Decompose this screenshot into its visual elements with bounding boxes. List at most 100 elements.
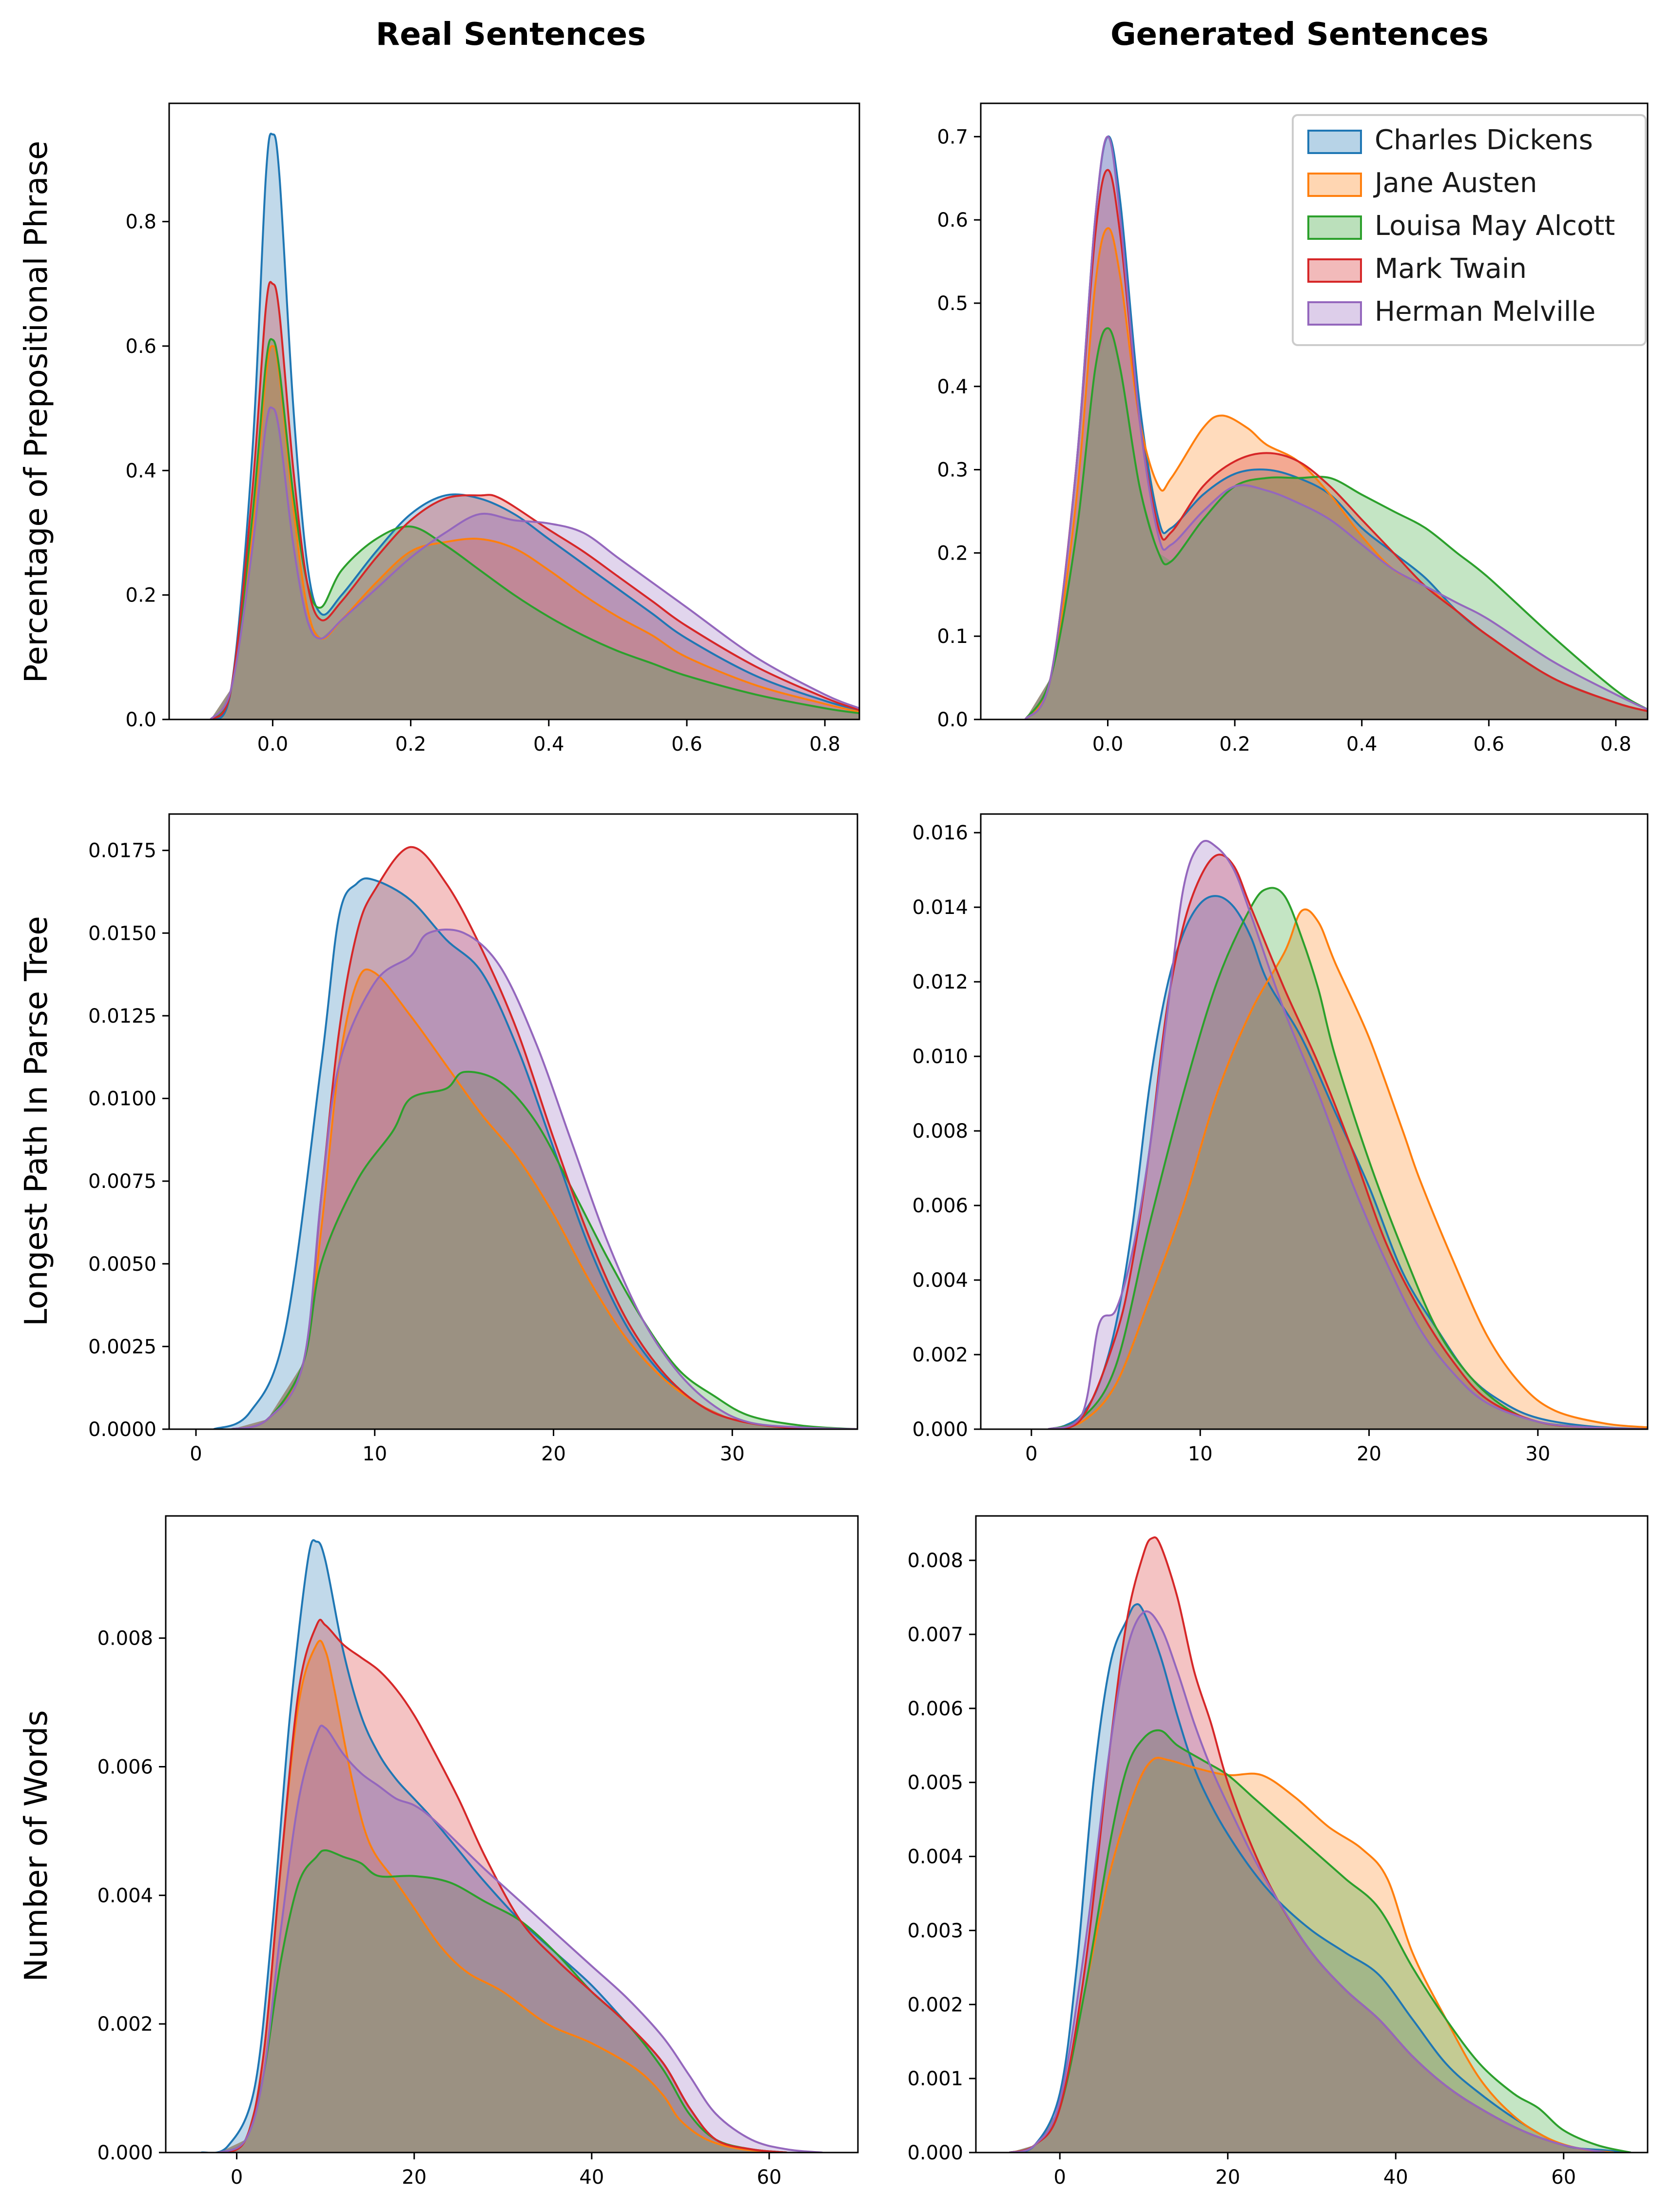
overlap-fill	[214, 1080, 857, 1429]
x-tick-label: 0	[1025, 1443, 1037, 1465]
y-tick-label: 0.006	[97, 1756, 153, 1778]
overlap-fill	[211, 408, 859, 719]
legend-frame	[1292, 114, 1647, 346]
x-tick-label: 0.6	[671, 733, 702, 756]
legend-label-louisa-may-alcott: Louisa May Alcott	[1375, 210, 1615, 242]
density-line-charles-dickens	[1009, 1603, 1631, 2153]
legend-label-charles-dickens: Charles Dickens	[1375, 124, 1593, 156]
density-line-louisa-may-alcott	[218, 1849, 787, 2153]
y-tick-label: 0.0150	[88, 922, 156, 945]
panel-real-prepositional-phrase: 0.0 0.2 0.4 0.6 0.8 0.0 0.2 0.4 0.6 0.8	[125, 102, 860, 756]
x-tick-label: 20	[1215, 2166, 1240, 2189]
plot-area	[213, 846, 857, 1429]
y-tick-label: 0.000	[97, 2142, 153, 2164]
y-tick-label: 0.4	[125, 460, 156, 482]
y-tick-label: 0.1	[937, 625, 968, 648]
legend-label-herman-melville: Herman Melville	[1375, 296, 1595, 328]
panel-generated-prepositional-phrase: 0.0 0.2 0.4 0.6 0.8 0.0 0.1 0.2 0.3 0.4 0.5 0.6 0.7	[937, 102, 1649, 756]
y-tick-label: 0.4	[937, 376, 968, 398]
density-line-louisa-may-alcott	[231, 1070, 857, 1429]
x-tick-label: 0.2	[395, 733, 427, 756]
density-line-mark-twain	[210, 281, 859, 719]
x-tick-label: 30	[720, 1443, 745, 1465]
y-tick-label: 0.002	[907, 1994, 963, 2016]
x-tick-label: 60	[1551, 2166, 1576, 2189]
density-line-herman-melville	[1024, 136, 1648, 719]
density-line-louisa-may-alcott	[210, 338, 859, 719]
y-tick-label: 0.0	[937, 709, 968, 731]
x-tick-label: 0.0	[1092, 733, 1124, 756]
y-tick-label: 0.6	[125, 335, 156, 358]
density-line-jane-austen	[210, 345, 859, 719]
density-line-herman-melville	[1009, 1610, 1606, 2153]
legend-swatch-mark-twain	[1307, 258, 1362, 283]
y-tick-label: 0.7	[937, 126, 968, 148]
axes-frame	[165, 1515, 859, 2154]
axes-frame	[980, 102, 1649, 720]
y-tick-label: 0.5	[937, 292, 968, 315]
x-tick-label: 20	[1357, 1443, 1381, 1465]
y-tick-label: 0.000	[907, 2142, 963, 2164]
density-line-louisa-may-alcott	[1024, 327, 1648, 719]
y-tick-label: 0.012	[912, 971, 968, 993]
y-tick-label: 0.0125	[88, 1005, 156, 1028]
y-tick-label: 0.0000	[88, 1418, 156, 1441]
y-tick-label: 0.8	[125, 211, 156, 233]
plot-area	[1048, 840, 1648, 1429]
density-line-louisa-may-alcott	[1009, 1729, 1632, 2153]
legend-swatch-jane-austen	[1307, 173, 1362, 197]
y-tick-label: 0.008	[912, 1120, 968, 1143]
y-tick-label: 0.003	[907, 1920, 963, 1942]
x-tick-label: 0.0	[257, 733, 289, 756]
x-tick-label: 0.4	[1346, 733, 1378, 756]
density-line-herman-melville	[210, 406, 859, 719]
x-tick-label: 0	[231, 2166, 243, 2189]
x-tick-label: 60	[757, 2166, 781, 2189]
x-tick-label: 0	[1054, 2166, 1066, 2189]
y-tick-label: 0.2	[125, 584, 156, 607]
density-line-mark-twain	[218, 1618, 787, 2153]
overlap-fill	[1009, 1760, 1631, 2153]
density-line-charles-dickens	[210, 133, 859, 719]
column-title-generated: Generated Sentences	[1110, 17, 1489, 53]
y-tick-label: 0.004	[97, 1884, 153, 1907]
y-tick-label: 0.0075	[88, 1170, 156, 1193]
y-tick-label: 0.000	[912, 1418, 968, 1441]
row-label-longest-path: Longest Path In Parse Tree	[19, 916, 55, 1326]
density-line-herman-melville	[218, 1725, 823, 2153]
legend-label-jane-austen: Jane Austen	[1373, 167, 1537, 199]
panel-real-number-of-words: 0 20 40 60 0.000 0.002 0.004 0.006 0.008	[97, 1515, 859, 2189]
density-line-herman-melville	[231, 928, 857, 1429]
y-tick-label: 0.004	[912, 1269, 968, 1292]
y-tick-label: 0.2	[937, 542, 968, 564]
y-tick-label: 0.014	[912, 896, 968, 919]
panel-real-longest-path: 0 10 20 30 0.0000 0.0025 0.0050 0.0075 0.0100 0.0…	[88, 813, 858, 1465]
y-tick-label: 0.008	[97, 1628, 153, 1650]
x-tick-label: 40	[1383, 2166, 1408, 2189]
y-tick-label: 0.0050	[88, 1253, 156, 1276]
overlap-fill	[1025, 330, 1648, 719]
y-tick-label: 0.006	[907, 1698, 963, 1720]
column-title-real: Real Sentences	[376, 17, 646, 53]
x-tick-label: 20	[541, 1443, 566, 1465]
plot-area	[210, 133, 859, 719]
y-tick-label: 0.004	[907, 1846, 963, 1868]
panel-generated-number-of-words: 0 20 40 60 0.000 0.001 0.002 0.003 0.004 0.005 0.0…	[907, 1515, 1649, 2189]
x-tick-label: 0.6	[1473, 733, 1504, 756]
y-tick-label: 0.0	[125, 709, 156, 731]
plot-area	[1009, 1536, 1632, 2153]
x-tick-label: 0.8	[1600, 733, 1632, 756]
y-tick-label: 0.016	[912, 822, 968, 844]
axes-frame	[168, 813, 858, 1430]
plot-area	[1024, 135, 1648, 719]
panel-generated-longest-path: 0 10 20 30 0.000 0.002 0.004 0.006 0.008 0.010 0.0…	[912, 813, 1649, 1465]
density-line-louisa-may-alcott	[1048, 887, 1648, 1429]
plot-area	[201, 1539, 823, 2153]
x-tick-label: 0	[190, 1443, 202, 1465]
y-tick-label: 0.006	[912, 1195, 968, 1217]
legend-swatch-herman-melville	[1307, 301, 1362, 326]
y-tick-label: 0.002	[912, 1344, 968, 1366]
y-tick-label: 0.007	[907, 1624, 963, 1646]
legend-swatch-louisa-may-alcott	[1307, 215, 1362, 240]
